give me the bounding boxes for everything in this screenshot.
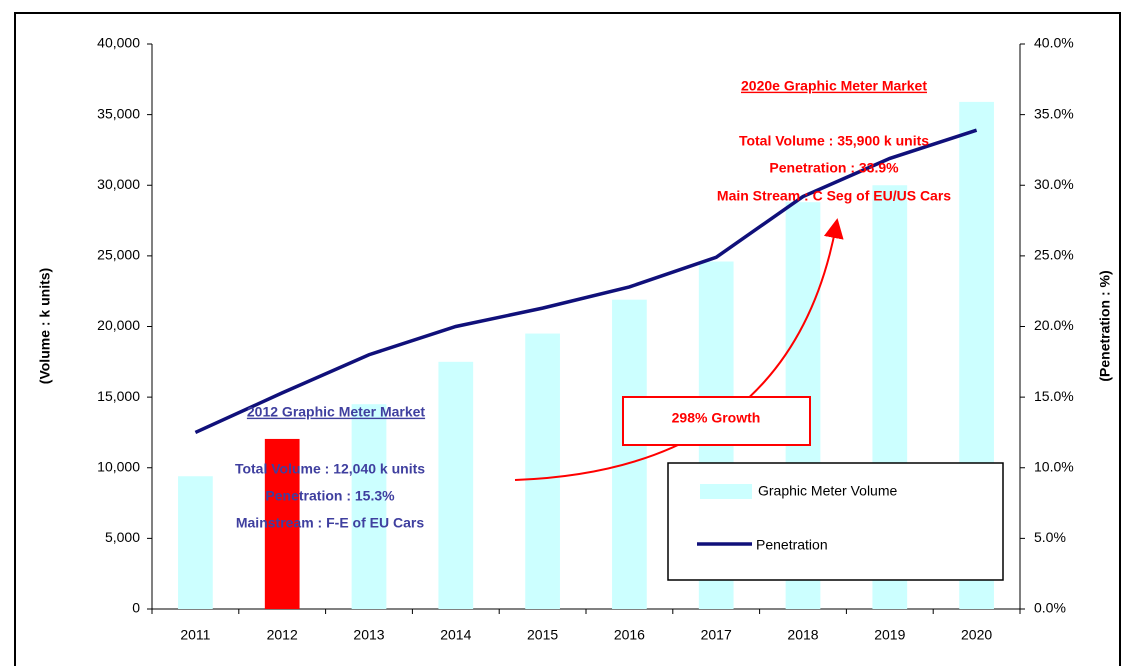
x-tick-label: 2015: [527, 627, 558, 643]
y2-axis-label: (Penetration : %): [1097, 270, 1113, 381]
annotation-line: Total Volume : 12,040 k units: [235, 461, 425, 477]
x-tick-label: 2011: [180, 627, 210, 643]
annotation-title: 2012 Graphic Meter Market: [247, 404, 426, 420]
callout-text: 298% Growth: [672, 410, 761, 426]
y2-tick-label: 25.0%: [1034, 247, 1074, 263]
y-tick-label: 10,000: [97, 458, 140, 474]
annotation-line: Total Volume : 35,900 k units: [739, 133, 929, 149]
annotation-line: Main Stream : C Seg of EU/US Cars: [717, 188, 951, 204]
y-axis-label: (Volume : k units): [37, 268, 53, 384]
callout-box: [622, 396, 811, 446]
x-tick-label: 2014: [440, 627, 471, 643]
annotation-title: 2020e Graphic Meter Market: [741, 78, 927, 94]
legend-box: [667, 462, 1004, 581]
legend-label: Graphic Meter Volume: [758, 483, 897, 499]
x-tick-label: 2019: [874, 627, 905, 643]
y-tick-label: 40,000: [97, 35, 140, 51]
bar: [438, 361, 474, 609]
legend-label: Penetration: [756, 537, 828, 553]
y-tick-label: 30,000: [97, 176, 140, 192]
y-tick-label: 20,000: [97, 317, 140, 333]
annotation-line: Mainstream : F-E of EU Cars: [236, 515, 424, 531]
y-tick-label: 25,000: [97, 247, 140, 263]
bar: [525, 333, 560, 609]
y2-tick-label: 10.0%: [1034, 458, 1074, 474]
y2-tick-label: 5.0%: [1034, 529, 1066, 545]
y2-tick-label: 35.0%: [1034, 105, 1074, 121]
annotation-line: Penetration : 33.9%: [769, 160, 899, 176]
y2-tick-label: 20.0%: [1034, 317, 1074, 333]
x-tick-label: 2012: [267, 627, 298, 643]
y2-tick-label: 15.0%: [1034, 388, 1074, 404]
bar: [351, 404, 387, 609]
y-tick-label: 5,000: [105, 529, 140, 545]
bar: [612, 299, 647, 609]
annotation-line: Penetration : 15.3%: [265, 488, 395, 504]
frame: [14, 12, 1121, 666]
x-tick-label: 2013: [353, 627, 384, 643]
y-tick-label: 35,000: [97, 105, 140, 121]
y2-tick-label: 30.0%: [1034, 176, 1074, 192]
x-tick-label: 2017: [701, 627, 732, 643]
bar: [264, 438, 300, 609]
x-tick-label: 2020: [961, 627, 992, 643]
line: [194, 128, 978, 435]
y2-tick-label: 40.0%: [1034, 35, 1074, 51]
y-tick-label: 15,000: [97, 388, 140, 404]
x-tick-label: 2016: [614, 627, 645, 643]
bar: [178, 476, 213, 609]
y2-tick-label: 0.0%: [1034, 600, 1066, 616]
legend-swatch: [700, 484, 752, 499]
x-tick-label: 2018: [787, 627, 818, 643]
y-tick-label: 0: [132, 600, 140, 616]
